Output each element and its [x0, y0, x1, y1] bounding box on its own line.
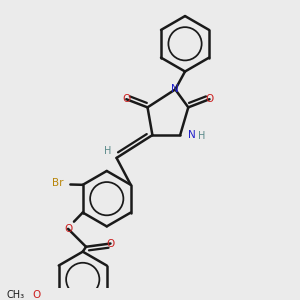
- Text: N: N: [171, 84, 179, 94]
- Text: O: O: [122, 94, 130, 104]
- Text: CH₃: CH₃: [6, 290, 25, 300]
- Text: O: O: [206, 94, 214, 104]
- Text: O: O: [64, 224, 72, 234]
- Text: O: O: [33, 290, 41, 300]
- Text: Br: Br: [52, 178, 63, 188]
- Text: H: H: [198, 131, 205, 141]
- Text: H: H: [104, 146, 111, 156]
- Text: O: O: [106, 238, 115, 248]
- Text: N: N: [188, 130, 195, 140]
